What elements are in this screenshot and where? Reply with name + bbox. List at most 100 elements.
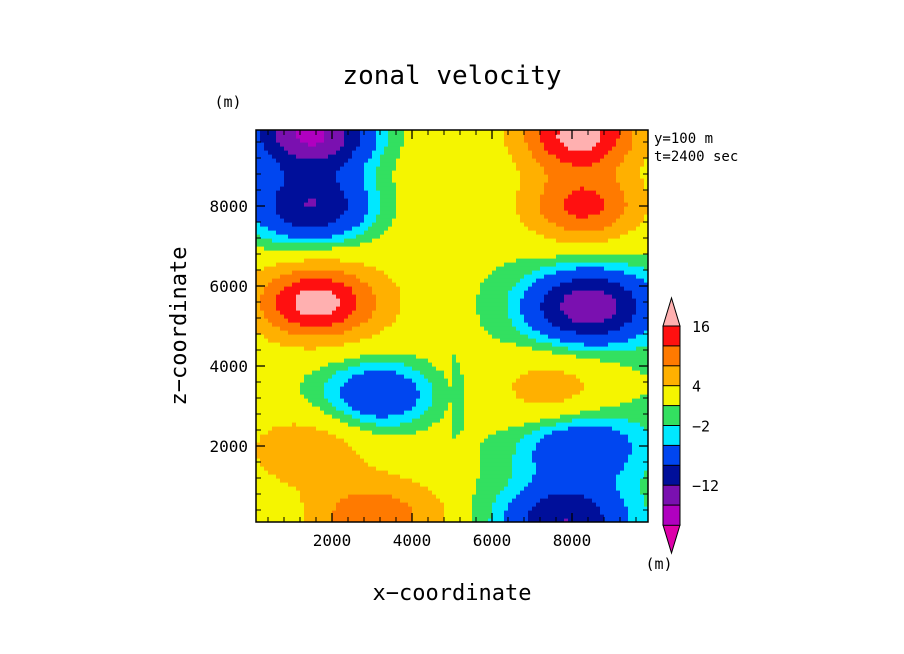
contour-cell [444,494,449,499]
contour-cell [332,210,337,215]
contour-cell [276,230,281,235]
contour-cell [348,386,353,391]
contour-cell [316,506,321,511]
contour-cell [392,234,397,239]
contour-cell [300,190,305,195]
contour-cell [352,290,357,295]
contour-cell [368,354,373,359]
contour-cell [404,454,409,459]
contour-cell [268,410,273,415]
contour-cell [284,346,289,351]
contour-cell [256,150,261,155]
contour-cell [380,366,385,371]
contour-cell [316,358,321,363]
contour-cell [372,474,377,479]
contour-cell [456,446,461,451]
contour-cell [432,270,437,275]
contour-cell [304,490,309,495]
contour-cell [256,166,261,171]
contour-cell [404,494,409,499]
contour-cell [340,290,345,295]
contour-cell [360,498,365,503]
contour-cell [296,174,301,179]
contour-cell [344,350,349,355]
contour-cell [332,442,337,447]
contour-cell [368,374,373,379]
contour-cell [420,458,425,463]
contour-cell [404,294,409,299]
contour-cell [336,166,341,171]
contour-cell [304,270,309,275]
contour-cell [276,342,281,347]
contour-cell [320,166,325,171]
contour-cell [340,162,345,167]
contour-cell [328,214,333,219]
contour-cell [396,406,401,411]
contour-cell [296,266,301,271]
contour-cell [440,210,445,215]
contour-cell [456,426,461,431]
contour-cell [368,502,373,507]
contour-cell [356,510,361,515]
contour-cell [412,346,417,351]
contour-cell [404,502,409,507]
contour-cell [372,222,377,227]
contour-cell [400,450,405,455]
contour-cell [408,298,413,303]
contour-cell [328,498,333,503]
contour-cell [256,246,261,251]
contour-cell [364,366,369,371]
contour-cell [432,370,437,375]
contour-cell [416,190,421,195]
contour-cell [364,278,369,283]
contour-cell [288,226,293,231]
contour-cell [260,490,265,495]
contour-cell [448,250,453,255]
contour-cell [448,266,453,271]
contour-cell [376,378,381,383]
contour-cell [288,162,293,167]
contour-cell [412,246,417,251]
contour-cell [368,234,373,239]
contour-cell [336,222,341,227]
contour-cell [396,306,401,311]
contour-cell [276,430,281,435]
contour-cell [304,302,309,307]
contour-cell [380,262,385,267]
contour-cell [268,178,273,183]
contour-cell [304,474,309,479]
contour-cell [420,442,425,447]
contour-cell [356,414,361,419]
contour-cell [340,402,345,407]
contour-cell [412,278,417,283]
contour-cell [432,314,437,319]
contour-cell [360,198,365,203]
contour-cell [280,410,285,415]
contour-cell [288,326,293,331]
contour-cell [304,202,309,207]
contour-cell [272,470,277,475]
contour-cell [376,486,381,491]
contour-cell [424,194,429,199]
contour-cell [256,398,261,403]
contour-cell [368,218,373,223]
contour-cell [356,182,361,187]
contour-cell [300,182,305,187]
contour-cell [384,286,389,291]
contour-cell [308,334,313,339]
contour-cell [448,174,453,179]
contour-cell [312,230,317,235]
contour-cell [304,434,309,439]
contour-cell [404,410,409,415]
contour-cell [424,178,429,183]
contour-cell [276,498,281,503]
contour-cell [396,274,401,279]
contour-cell [268,322,273,327]
contour-cell [280,502,285,507]
contour-cell [328,490,333,495]
contour-cell [352,486,357,491]
contour-cell [292,246,297,251]
contour-cell [412,498,417,503]
contour-cell [272,410,277,415]
contour-cell [356,418,361,423]
